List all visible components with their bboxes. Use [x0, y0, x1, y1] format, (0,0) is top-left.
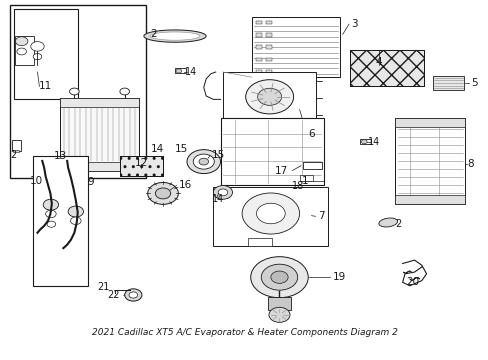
Text: 14: 14 [184, 67, 197, 77]
Bar [395, 118, 464, 127]
Circle shape [45, 210, 56, 218]
Circle shape [129, 292, 137, 298]
Bar [60, 162, 139, 171]
Circle shape [256, 203, 285, 224]
Bar [12, 140, 21, 151]
Text: 2: 2 [395, 219, 401, 229]
Polygon shape [150, 32, 200, 40]
Circle shape [245, 80, 293, 114]
Bar [120, 157, 163, 176]
Bar [432, 76, 463, 90]
Bar [16, 36, 34, 65]
Circle shape [47, 221, 56, 227]
Bar [10, 5, 146, 178]
Circle shape [68, 206, 83, 217]
Circle shape [186, 150, 220, 174]
Bar [265, 58, 271, 61]
Text: 6: 6 [307, 129, 314, 139]
Text: 2: 2 [150, 30, 157, 39]
Text: 15: 15 [211, 150, 224, 160]
Bar [256, 21, 262, 24]
Circle shape [361, 140, 366, 144]
Bar [349, 50, 424, 86]
Text: 5: 5 [470, 78, 476, 88]
Circle shape [213, 185, 232, 199]
Circle shape [147, 183, 178, 204]
Text: 9: 9 [88, 177, 94, 187]
Text: 14: 14 [367, 137, 380, 147]
Text: 17: 17 [275, 166, 288, 176]
Text: 8: 8 [467, 159, 473, 169]
Circle shape [69, 88, 79, 95]
Circle shape [176, 69, 182, 73]
Bar [360, 139, 370, 144]
Text: 3: 3 [351, 19, 357, 29]
Circle shape [270, 271, 287, 283]
Bar [120, 157, 163, 176]
Polygon shape [143, 30, 206, 42]
Circle shape [218, 189, 227, 196]
Bar [33, 156, 88, 286]
Circle shape [193, 154, 214, 169]
Text: 21: 21 [97, 283, 109, 292]
Bar [256, 58, 262, 61]
Text: 19: 19 [332, 271, 346, 282]
Text: 10: 10 [29, 176, 42, 186]
Bar [13, 150, 19, 152]
Bar [395, 195, 464, 204]
Bar [223, 72, 316, 122]
Text: 2021 Cadillac XT5 A/C Evaporator & Heater Components Diagram 2: 2021 Cadillac XT5 A/C Evaporator & Heate… [91, 328, 397, 337]
Bar [256, 70, 262, 74]
Text: 7: 7 [317, 211, 324, 221]
Text: 14: 14 [150, 144, 163, 154]
Text: 1: 1 [302, 176, 308, 186]
Circle shape [124, 289, 142, 301]
Bar [265, 21, 271, 24]
Circle shape [250, 257, 307, 298]
Bar [213, 186, 328, 247]
Circle shape [261, 264, 297, 290]
Circle shape [268, 307, 289, 322]
Bar [349, 50, 424, 86]
Bar [268, 297, 290, 310]
Circle shape [16, 37, 28, 46]
Text: 12: 12 [135, 158, 148, 168]
Circle shape [155, 188, 170, 199]
Bar [220, 118, 323, 185]
Bar [265, 45, 271, 49]
Circle shape [242, 193, 299, 234]
Text: 4: 4 [375, 58, 381, 67]
Text: 16: 16 [179, 180, 192, 190]
Circle shape [43, 199, 59, 210]
Text: 20: 20 [406, 277, 419, 287]
Bar [60, 98, 139, 171]
Bar [299, 175, 312, 181]
Text: 22: 22 [107, 290, 120, 300]
Bar [60, 98, 139, 107]
Bar [265, 33, 271, 36]
Bar [14, 9, 78, 99]
Bar [256, 45, 262, 49]
Circle shape [33, 54, 41, 60]
Text: 13: 13 [53, 151, 66, 161]
Text: 18: 18 [292, 181, 304, 190]
Bar [303, 162, 322, 170]
Bar [251, 17, 340, 77]
Circle shape [17, 48, 26, 55]
Bar [395, 118, 464, 204]
Circle shape [120, 88, 129, 95]
Text: 2: 2 [11, 150, 17, 160]
Text: 11: 11 [39, 81, 52, 91]
Circle shape [31, 41, 44, 51]
Bar [256, 33, 262, 36]
Text: 14: 14 [211, 194, 224, 203]
Bar [265, 70, 271, 74]
Circle shape [199, 158, 208, 165]
Text: 15: 15 [175, 144, 188, 154]
Circle shape [257, 88, 281, 105]
Bar [175, 68, 185, 73]
Ellipse shape [378, 218, 397, 227]
Bar [247, 238, 271, 247]
Circle shape [70, 217, 81, 225]
